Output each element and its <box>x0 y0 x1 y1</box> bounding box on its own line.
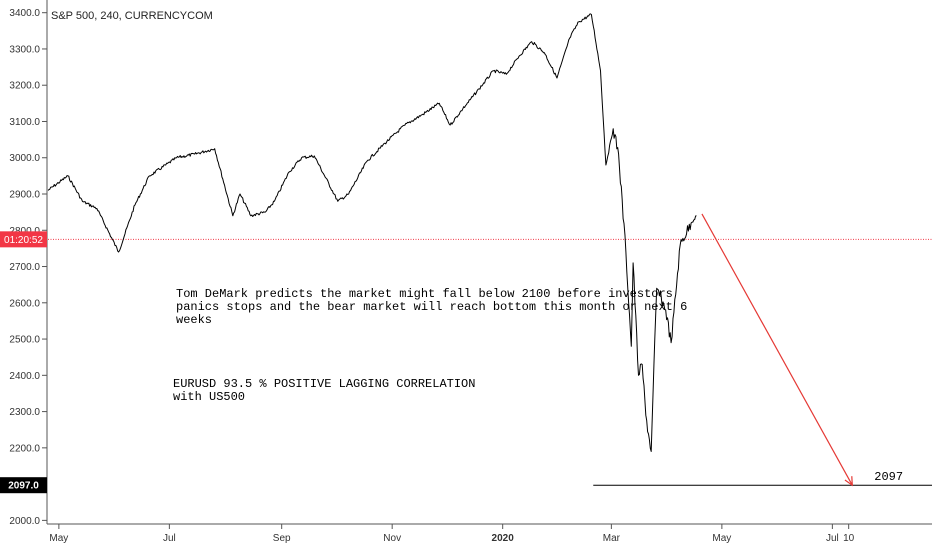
forecast-arrowhead <box>844 476 853 487</box>
y-tick-label: 3100.0 <box>9 117 40 128</box>
x-tick-label: May <box>49 533 68 544</box>
y-tick-label: 2300.0 <box>9 407 40 418</box>
x-axis-ticks: May Jul Sep Nov 2020 Mar May Jul 10 <box>49 524 855 544</box>
price-series-line <box>47 13 697 452</box>
x-tick-label: 2020 <box>492 533 515 544</box>
annotation-line: weeks <box>176 313 212 327</box>
annotation-line: Tom DeMark predicts the market might fal… <box>176 287 673 301</box>
forecast-arrow-group <box>701 213 853 487</box>
y-tick-label: 2800.0 <box>9 226 40 237</box>
annotations-group: Tom DeMark predicts the market might fal… <box>173 287 687 404</box>
axis-badges: 01:20:52 2097.0 <box>0 231 47 494</box>
target-line-group: 2097 <box>593 470 932 486</box>
y-tick-label: 3400.0 <box>9 8 40 19</box>
annotation-line: EURUSD 93.5 % POSITIVE LAGGING CORRELATI… <box>173 377 475 391</box>
y-tick-label: 2500.0 <box>9 335 40 346</box>
target-axis-label: 2097.0 <box>8 481 39 492</box>
annotation-line: panics stops and the bear market will re… <box>176 300 687 314</box>
y-tick-label: 2000.0 <box>9 516 40 527</box>
y-tick-label: 2900.0 <box>9 190 40 201</box>
countdown-label: 01:20:52 <box>4 235 43 246</box>
y-tick-label: 2700.0 <box>9 262 40 273</box>
x-tick-label: Jul <box>826 533 839 544</box>
x-tick-label: 10 <box>843 533 855 544</box>
y-tick-label: 3200.0 <box>9 81 40 92</box>
countdown-badge <box>0 231 47 248</box>
x-tick-label: Mar <box>603 533 621 544</box>
forecast-arrow-line <box>701 213 853 486</box>
target-axis-badge <box>0 477 47 494</box>
annotation-line: with US500 <box>173 390 245 404</box>
x-tick-label: Sep <box>273 533 291 544</box>
y-tick-label: 2600.0 <box>9 298 40 309</box>
x-tick-label: May <box>712 533 731 544</box>
price-series-group <box>47 13 697 452</box>
y-tick-label: 2200.0 <box>9 443 40 454</box>
y-tick-label: 2400.0 <box>9 371 40 382</box>
x-tick-label: Nov <box>383 533 401 544</box>
target-label: 2097 <box>874 470 903 484</box>
chart-annotation: Tom DeMark predicts the market might fal… <box>176 287 687 327</box>
x-tick-label: Jul <box>163 533 176 544</box>
chart-annotation: EURUSD 93.5 % POSITIVE LAGGING CORRELATI… <box>173 377 475 404</box>
chart-title: S&P 500, 240, CURRENCYCOM <box>51 10 213 22</box>
y-tick-label: 3300.0 <box>9 44 40 55</box>
y-tick-label: 3000.0 <box>9 153 40 164</box>
